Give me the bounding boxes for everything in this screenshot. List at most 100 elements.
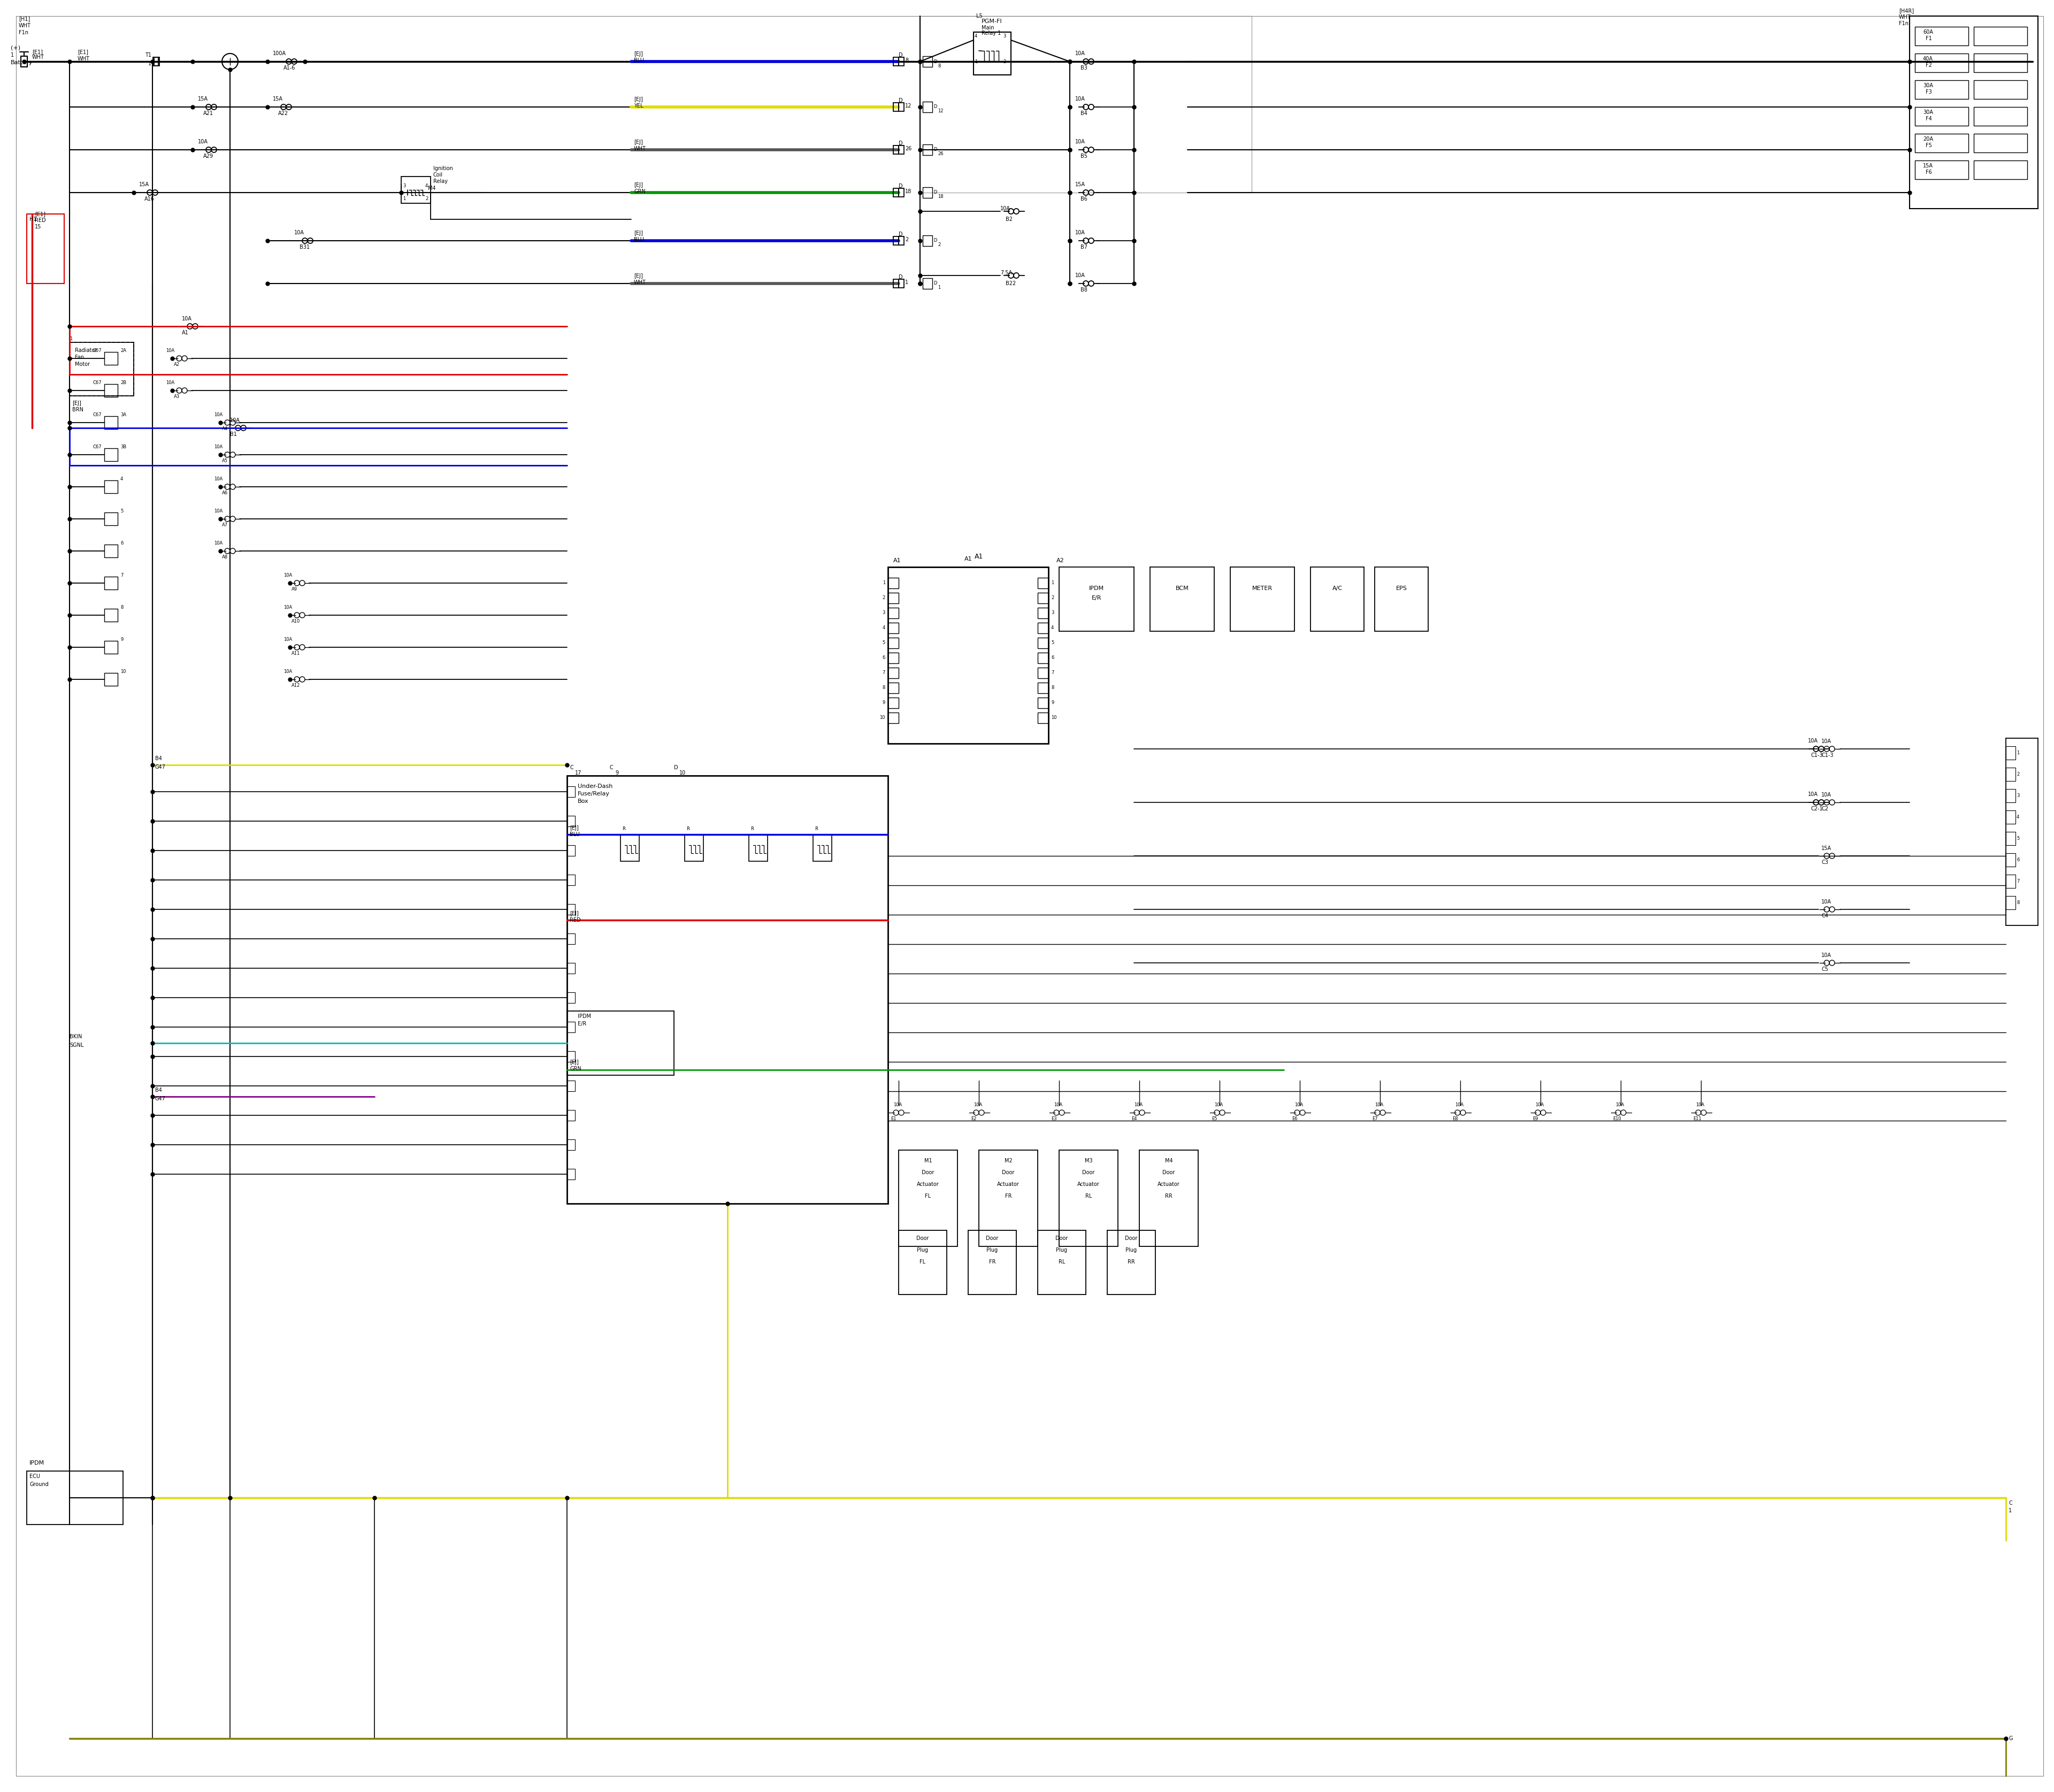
- Text: 10A: 10A: [1214, 1102, 1222, 1107]
- Text: F1n: F1n: [18, 30, 29, 36]
- Text: BLU: BLU: [635, 57, 645, 63]
- Text: RR: RR: [1165, 1193, 1173, 1199]
- Text: A16: A16: [144, 197, 154, 202]
- Text: 2B: 2B: [121, 380, 125, 385]
- Text: D: D: [900, 183, 902, 188]
- Text: 4: 4: [425, 185, 427, 188]
- Text: Door: Door: [1163, 1170, 1175, 1176]
- Text: IPDM: IPDM: [29, 1460, 45, 1466]
- Text: 10A: 10A: [1374, 1102, 1384, 1107]
- Text: 6: 6: [2017, 857, 2019, 862]
- Bar: [893, 188, 900, 197]
- Bar: [567, 1140, 575, 1150]
- Text: 10A: 10A: [214, 509, 222, 514]
- Bar: [980, 1150, 1037, 1247]
- Text: [H4R]: [H4R]: [1898, 7, 1914, 13]
- Text: 40A: 40A: [1923, 56, 1933, 61]
- Text: [EJ]: [EJ]: [72, 401, 82, 407]
- Text: C: C: [610, 765, 614, 771]
- Bar: [900, 145, 904, 154]
- Text: 1: 1: [1052, 581, 1054, 586]
- Text: 17: 17: [575, 771, 581, 776]
- Text: 10A: 10A: [893, 1102, 902, 1107]
- Text: Fuse/Relay: Fuse/Relay: [577, 790, 610, 796]
- Text: D: D: [933, 281, 937, 287]
- Text: 18: 18: [939, 195, 943, 199]
- Text: M1: M1: [924, 1158, 933, 1163]
- Text: 15A: 15A: [273, 97, 283, 102]
- Text: A12: A12: [292, 683, 300, 688]
- Text: 5: 5: [1052, 640, 1054, 645]
- Text: 10A: 10A: [214, 477, 222, 482]
- Bar: [27, 213, 64, 283]
- Bar: [1037, 713, 1048, 724]
- Bar: [2007, 767, 2015, 781]
- Bar: [887, 713, 900, 724]
- Text: T1: T1: [146, 52, 152, 57]
- Text: [E1]: [E1]: [78, 48, 88, 54]
- Text: 6: 6: [121, 541, 123, 545]
- Text: [E1]: [E1]: [35, 211, 45, 217]
- Text: Plug: Plug: [916, 1247, 928, 1253]
- Text: B7: B7: [1080, 244, 1087, 249]
- Text: B5: B5: [1080, 154, 1087, 159]
- Text: F3: F3: [1927, 90, 1933, 95]
- Bar: [1037, 683, 1048, 694]
- Text: B3: B3: [1080, 65, 1087, 70]
- Text: E7: E7: [1372, 1116, 1378, 1122]
- Bar: [887, 638, 900, 649]
- Text: C67: C67: [92, 444, 101, 450]
- Text: 10A: 10A: [197, 140, 207, 145]
- Text: A1-6: A1-6: [283, 65, 296, 70]
- Text: 15A: 15A: [1923, 163, 1933, 168]
- Text: 26: 26: [939, 152, 943, 156]
- Bar: [1910, 16, 2038, 208]
- Text: SGNL: SGNL: [70, 1043, 84, 1048]
- Text: D: D: [900, 231, 902, 237]
- Bar: [1230, 566, 1294, 631]
- Text: A10: A10: [292, 620, 300, 624]
- Text: D: D: [900, 99, 902, 104]
- Text: D: D: [933, 147, 937, 152]
- Text: A1: A1: [963, 556, 972, 561]
- Bar: [900, 237, 904, 246]
- Text: E2: E2: [972, 1116, 976, 1122]
- Bar: [70, 342, 134, 396]
- Text: B4: B4: [156, 756, 162, 762]
- Text: E1: E1: [891, 1116, 896, 1122]
- Text: GRN: GRN: [569, 1066, 581, 1072]
- Text: C67: C67: [92, 348, 101, 353]
- Text: 10A: 10A: [1614, 1102, 1625, 1107]
- Bar: [27, 1471, 123, 1525]
- Text: Relay 1: Relay 1: [982, 30, 1000, 36]
- Bar: [1310, 566, 1364, 631]
- Bar: [154, 57, 160, 66]
- Text: (+): (+): [10, 45, 21, 50]
- Text: 1: 1: [10, 52, 14, 57]
- Bar: [922, 102, 933, 113]
- Text: E9: E9: [1532, 1116, 1538, 1122]
- Text: 2: 2: [883, 595, 885, 600]
- Bar: [900, 102, 904, 111]
- Text: Ignition: Ignition: [433, 167, 454, 172]
- Text: A4: A4: [222, 426, 228, 432]
- Text: A7: A7: [222, 523, 228, 527]
- Text: 10A: 10A: [1294, 1102, 1302, 1107]
- Text: C2-1: C2-1: [1812, 806, 1822, 812]
- Text: 10: 10: [1052, 715, 1056, 720]
- Bar: [105, 448, 117, 461]
- Text: A6: A6: [222, 491, 228, 496]
- Text: R: R: [622, 826, 624, 831]
- Text: 3: 3: [1052, 611, 1054, 615]
- Text: EPS: EPS: [1397, 586, 1407, 591]
- Text: 10A: 10A: [1808, 792, 1818, 797]
- Text: RR: RR: [1128, 1260, 1136, 1265]
- Text: M4: M4: [427, 186, 435, 192]
- Text: [EJ]: [EJ]: [569, 910, 579, 916]
- Bar: [105, 545, 117, 557]
- Bar: [567, 934, 575, 944]
- Text: 5: 5: [121, 509, 123, 513]
- Text: 15A: 15A: [197, 97, 207, 102]
- Text: F1n: F1n: [1898, 22, 1908, 27]
- Text: 4: 4: [121, 477, 123, 482]
